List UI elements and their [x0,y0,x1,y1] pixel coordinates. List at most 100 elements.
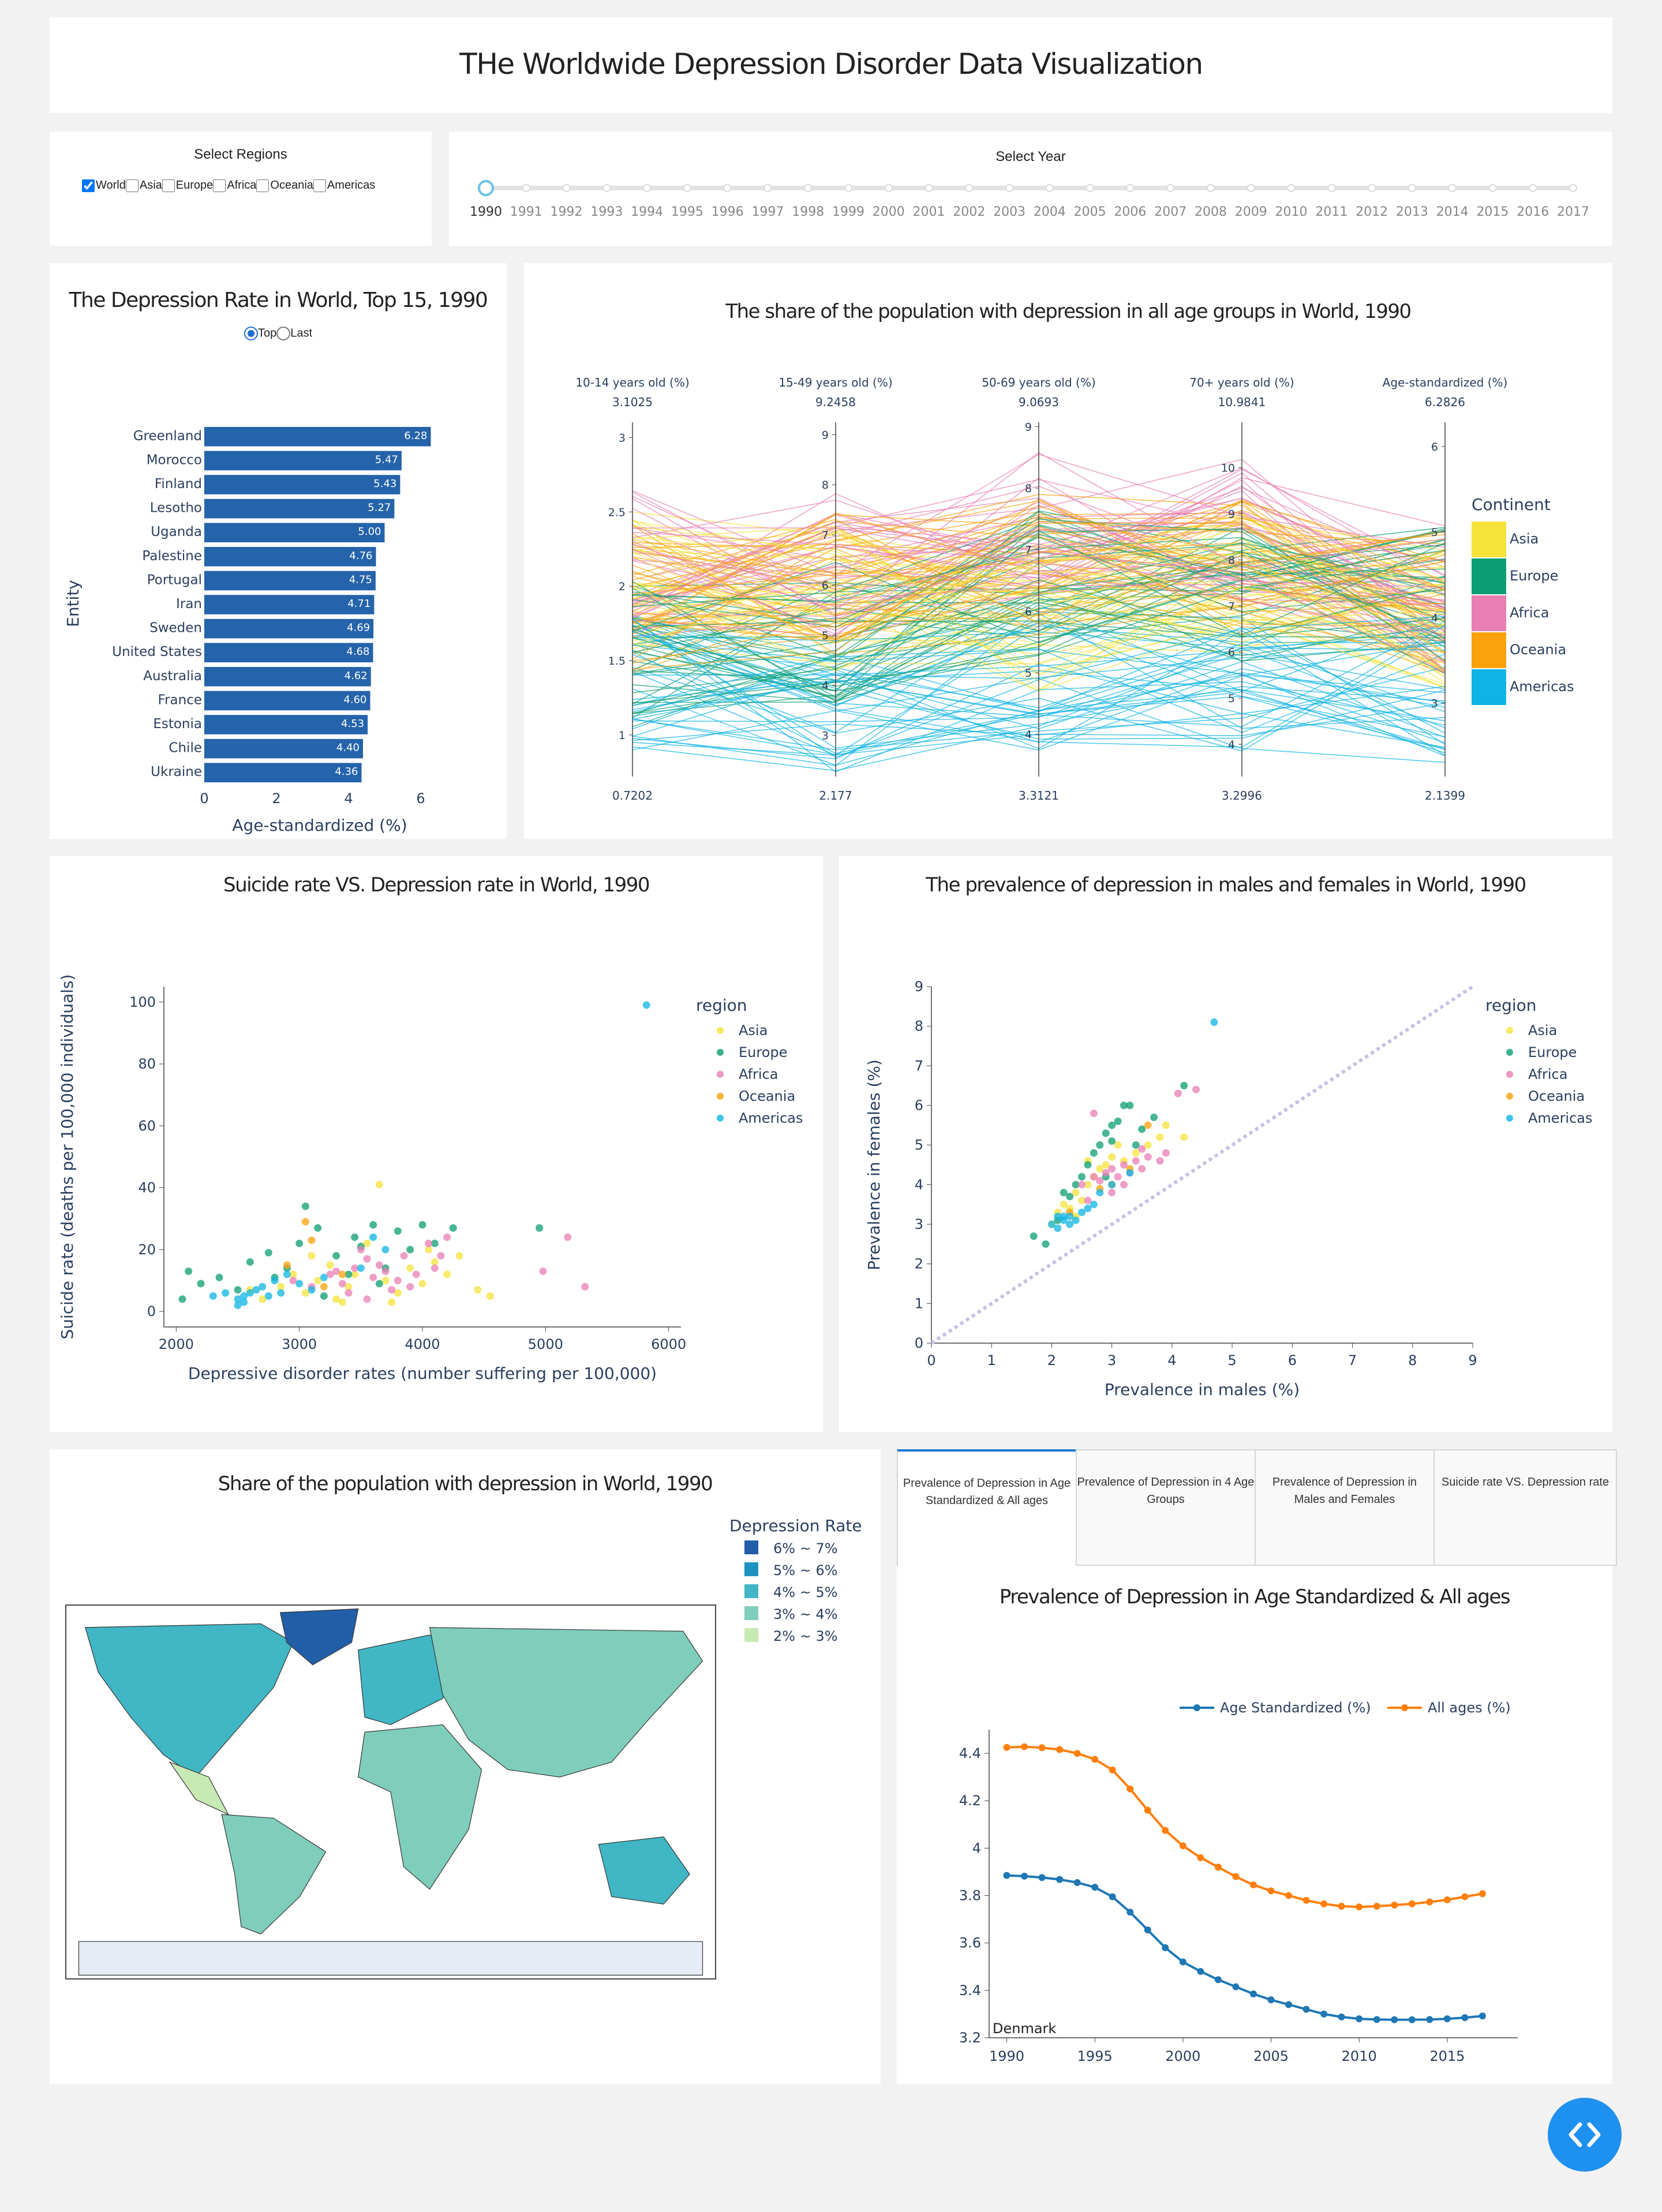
scatter-point [1096,1176,1104,1184]
y-tick-label: 6 [915,1097,923,1114]
tab-3[interactable]: Prevalence of Depression in Males and Fe… [1255,1449,1435,1566]
scatter-point [234,1301,242,1309]
line-legend-marker [1401,1704,1408,1711]
scatter-point [1072,1216,1080,1224]
scatter-point [363,1239,371,1247]
slider-year-label: 1992 [551,205,583,219]
y-tick-label: 5 [915,1137,923,1153]
scatter-point [1114,1117,1122,1125]
region-checkbox-americas[interactable] [313,179,326,192]
line-point [1232,1873,1240,1880]
pc-axis-label: 10-14 years old (%) [575,376,689,389]
region-checkbox-africa[interactable] [213,179,226,192]
scatter-point [1120,1180,1128,1189]
line-x-tick-label: 2000 [1165,2048,1200,2064]
scatter-point [369,1221,377,1229]
slider-mark [1408,184,1416,192]
line-point [1461,1893,1469,1900]
bar [204,667,371,687]
x-tick-label: 0 [927,1352,935,1369]
slider-year-label: 2001 [913,205,945,219]
scatter-point [332,1267,340,1275]
region-checkbox-asia[interactable] [125,179,138,192]
pc-tick-label: 3 [619,432,626,444]
slider-handle[interactable] [478,180,494,196]
pc-legend-swatch [1472,558,1506,594]
line-point [1109,1766,1116,1774]
scatter-point [431,1239,439,1247]
pc-tick-label: 5 [1025,667,1032,680]
slider-mark [1166,184,1175,192]
pc-tick-label: 6 [1025,605,1032,618]
map-legend-swatch [744,1540,758,1554]
line-y-tick-label: 3.6 [959,1935,981,1951]
scatter-point [264,1292,272,1300]
legend-marker [717,1093,724,1100]
scatter-point [289,1277,297,1285]
page-title: THe Worldwide Depression Disorder Data V… [459,47,1203,81]
y-tick-label: 8 [915,1018,923,1034]
scatter-point [1126,1169,1134,1177]
line-point [1162,1944,1169,1951]
slider-year-label: 1994 [631,205,663,219]
code-toggle-button[interactable] [1548,2098,1622,2172]
region-checkbox-world[interactable] [82,179,95,192]
scatter-point [1132,1149,1140,1157]
line-y-tick-label: 3.2 [959,2030,981,2046]
region-checkbox-europe[interactable] [162,179,175,192]
pc-legend-swatch [1472,595,1506,631]
pc-tick-label: 1.5 [608,655,626,668]
scatter-point [252,1286,260,1294]
scatter-point [1102,1129,1110,1137]
line-point [1478,1890,1486,1898]
scatter-point [246,1289,254,1297]
country-greenland [279,1608,359,1666]
scatter-point [474,1286,482,1294]
pc-tick-label: 10 [1221,462,1235,475]
country-central-america [169,1761,229,1816]
bar [204,691,370,711]
bar [204,547,376,567]
x-tick-label: 7 [1348,1352,1357,1369]
legend-label: Oceania [1528,1088,1585,1104]
pc-tick-label: 6 [1228,646,1235,659]
radio-last[interactable] [276,327,291,340]
year-selector-card: Select Year 1990 1991 1992 1993 1994 1995 1996… [449,132,1612,246]
slider-year-label: 2005 [1074,205,1106,219]
scatter-point [406,1264,414,1272]
slider-mark [965,184,974,192]
map-legend-label: 3% ~ 4% [773,1606,838,1622]
header-card: THe Worldwide Depression Disorder Data V… [50,17,1612,113]
scatter-point [1090,1149,1098,1157]
slider-mark [924,184,933,192]
scatter-point [326,1270,334,1279]
line-point [1179,1958,1186,1966]
pc-legend-title: Continent [1472,495,1551,514]
scatter-point [351,1233,359,1241]
scatter-point [283,1270,291,1279]
tab-4[interactable]: Suicide rate VS. Depression rate [1433,1449,1617,1566]
region-checkbox-oceania[interactable] [256,179,269,192]
scatter-point [1150,1114,1158,1122]
bar [204,475,400,494]
region-label-europe: Europe [175,179,214,192]
scatter-point [1054,1212,1062,1220]
scatter-point [1066,1193,1074,1201]
region-selector-card: Select Regions World Asia Europe Africa Ocea… [50,132,432,246]
slider-year-label: 2004 [1034,205,1066,219]
line-legend-label: All ages (%) [1428,1700,1511,1716]
x-tick-label: 3 [1107,1352,1116,1369]
world-choropleth-map[interactable]: Depression Rate 6% ~ 7% 5% ~ 6% 4% ~ 5% 3% ~… [50,1449,881,2084]
scatter-point [351,1264,359,1272]
slider-year-label: 1991 [510,205,542,219]
x-tick-label: 6 [1288,1352,1297,1369]
scatter-point [1066,1220,1074,1228]
pc-legend-swatch [1472,522,1506,557]
line-point [1232,1983,1240,1990]
bar-category-label: Uganda [151,524,202,539]
scatter-point [259,1283,267,1291]
scatter-point [264,1249,272,1257]
year-slider[interactable]: 1990 1991 1992 1993 1994 1995 1996 1997 1998 1999… [449,132,1612,246]
tab-1[interactable]: Prevalence of Depression in Age Standard… [897,1449,1077,1566]
radio-top[interactable] [244,327,258,340]
